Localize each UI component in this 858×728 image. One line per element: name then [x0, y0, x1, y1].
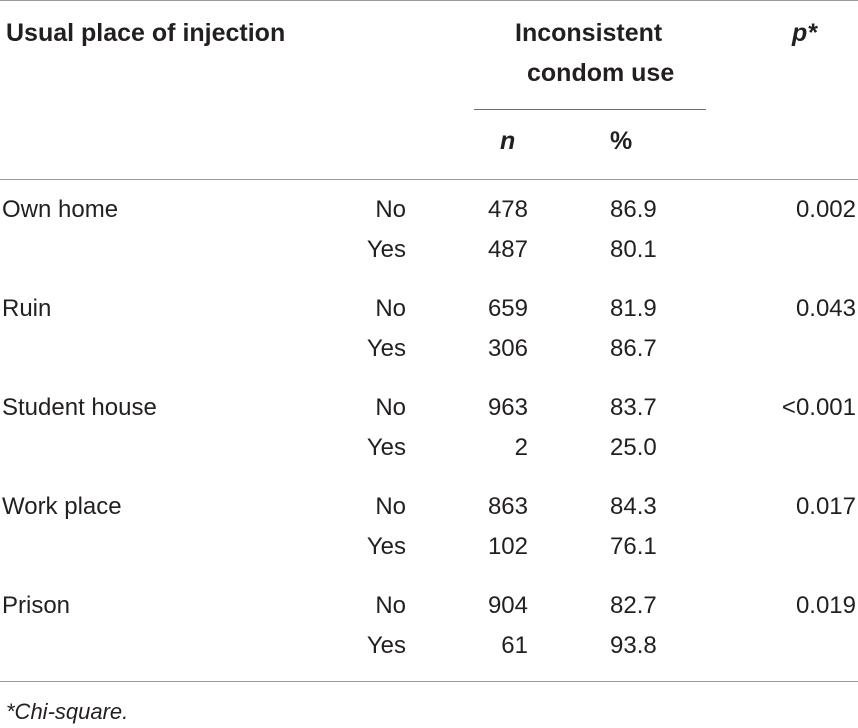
n-cell: 487 — [487, 236, 528, 263]
place-label: Work place — [2, 493, 122, 520]
pct-cell: 82.7 — [610, 592, 657, 619]
header-outcome-line1: Inconsistent — [515, 19, 663, 47]
answer-cell: Yes — [366, 236, 406, 263]
p-value: 0.002 — [795, 196, 856, 223]
footnote: *Chi-square. — [6, 699, 129, 724]
n-cell: 2 — [514, 434, 528, 461]
n-cell: 904 — [487, 592, 528, 619]
p-value: 0.017 — [795, 493, 856, 520]
answer-cell: No — [375, 592, 406, 619]
answer-cell: No — [375, 295, 406, 322]
top-rule — [0, 0, 858, 1]
pct-cell: 80.1 — [610, 236, 657, 263]
n-cell: 863 — [487, 493, 528, 520]
n-cell: 963 — [487, 394, 528, 421]
header-n: n — [500, 127, 516, 155]
header-pct: % — [610, 127, 633, 155]
place-label: Student house — [2, 394, 157, 421]
pct-cell: 83.7 — [610, 394, 657, 421]
header-outcome-line2: condom use — [527, 59, 675, 87]
n-cell: 306 — [487, 335, 528, 362]
pct-cell: 86.7 — [610, 335, 657, 362]
n-cell: 61 — [501, 632, 528, 659]
place-label: Ruin — [2, 295, 52, 322]
pct-cell: 25.0 — [610, 434, 657, 461]
p-value: 0.043 — [795, 295, 856, 322]
answer-cell: Yes — [366, 335, 406, 362]
n-cell: 102 — [487, 533, 528, 560]
bottom-rule — [0, 681, 858, 682]
answer-cell: Yes — [366, 632, 406, 659]
answer-cell: No — [375, 394, 406, 421]
pct-cell: 93.8 — [610, 632, 657, 659]
answer-cell: Yes — [366, 533, 406, 560]
header-p: p* — [792, 19, 817, 47]
answer-cell: No — [375, 493, 406, 520]
header-rule — [0, 179, 858, 180]
n-cell: 478 — [487, 196, 528, 223]
header-place: Usual place of injection — [6, 19, 286, 47]
place-label: Own home — [2, 196, 119, 223]
p-value: <0.001 — [781, 394, 856, 421]
pct-cell: 84.3 — [610, 493, 657, 520]
outcome-subrule — [474, 109, 706, 110]
p-value: 0.019 — [795, 592, 856, 619]
pct-cell: 76.1 — [610, 533, 657, 560]
n-cell: 659 — [487, 295, 528, 322]
answer-cell: Yes — [366, 434, 406, 461]
place-label: Prison — [2, 592, 71, 619]
pct-cell: 81.9 — [610, 295, 657, 322]
pct-cell: 86.9 — [610, 196, 657, 223]
answer-cell: No — [375, 196, 406, 223]
